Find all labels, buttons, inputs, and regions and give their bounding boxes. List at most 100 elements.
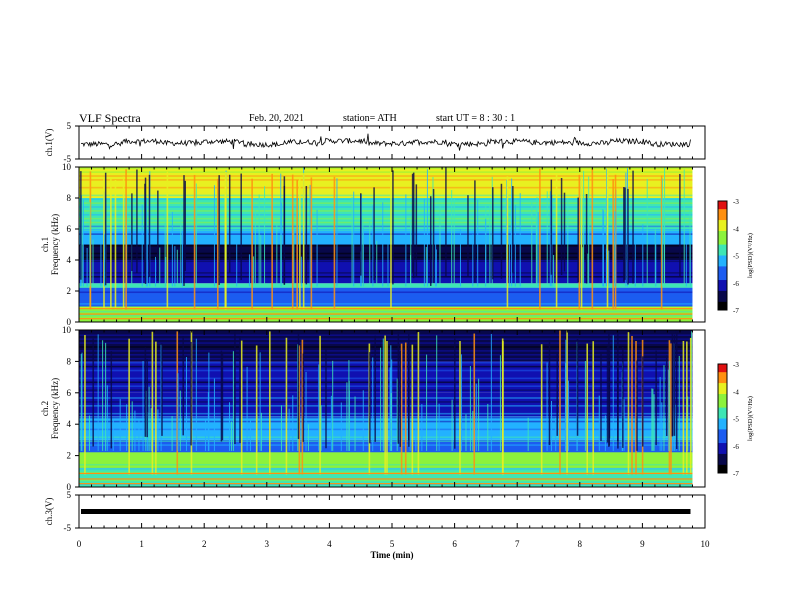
quiet-streak — [627, 188, 629, 285]
sferic-streak — [559, 330, 561, 475]
sferic-streak — [550, 400, 552, 451]
freq-texture-row — [79, 182, 693, 185]
sferic-streak — [236, 242, 238, 287]
sferic-streak — [598, 395, 600, 451]
sferic-streak — [280, 173, 282, 287]
colorbar-swatch — [718, 250, 727, 254]
sferic-streak — [305, 371, 307, 451]
quiet-streak — [641, 356, 644, 447]
colorbar-swatch — [718, 459, 727, 463]
y-tick-label: 4 — [67, 419, 72, 429]
freq-texture-row — [79, 279, 693, 282]
colorbar-swatch — [718, 393, 727, 398]
colorbar-swatch — [718, 225, 727, 229]
sferic-streak — [421, 404, 423, 451]
sferic-streak — [179, 390, 181, 451]
quiet-streak — [500, 183, 503, 279]
sferic-streak — [426, 354, 428, 451]
sferic-streak — [195, 338, 197, 451]
sferic-streak — [438, 403, 440, 451]
sferic-streak — [404, 342, 407, 475]
y-axis-label: ch.2Frequency (kHz) — [40, 378, 60, 439]
sferic-streak — [411, 344, 414, 475]
sferic-streak — [578, 174, 581, 310]
quiet-streak — [576, 339, 579, 436]
y-tick-label: 4 — [67, 255, 72, 265]
sferic-streak — [228, 402, 230, 451]
freq-texture-row — [79, 237, 693, 239]
sferic-streak — [146, 229, 148, 287]
sferic-streak — [207, 392, 209, 451]
sferic-streak — [549, 191, 551, 287]
colorbar-swatch — [718, 241, 727, 246]
sferic-streak — [606, 168, 608, 287]
sferic-streak — [460, 354, 462, 451]
sferic-streak — [251, 178, 253, 310]
colorbar-swatch — [718, 260, 727, 265]
y-tick-label: 5 — [67, 121, 72, 131]
sferic-streak — [499, 355, 501, 451]
y-tick-label: 10 — [62, 162, 72, 172]
freq-texture-row — [79, 194, 693, 197]
colorbar — [717, 363, 728, 474]
colorbar-swatch — [718, 201, 727, 205]
sferic-streak — [346, 382, 348, 451]
quiet-streak — [655, 350, 657, 446]
x-tick-label: 4 — [327, 539, 332, 549]
colorbar-swatch — [718, 366, 727, 370]
sferic-streak — [288, 408, 290, 451]
quiet-streak — [218, 175, 220, 285]
quiet-streak — [454, 338, 456, 449]
freq-texture-row — [79, 310, 693, 313]
sferic-streak — [608, 250, 610, 287]
colorbar-swatch — [718, 470, 727, 474]
quiet-streak — [131, 193, 133, 272]
quiet-streak — [234, 330, 236, 445]
sferic-streak — [417, 332, 420, 475]
colorbar-tick-label: -7 — [733, 307, 739, 315]
quiet-streak — [679, 173, 681, 278]
sferic-streak — [478, 378, 480, 451]
y-tick-label: -5 — [64, 523, 72, 533]
colorbar-swatch — [718, 423, 727, 428]
sferic-streak — [128, 338, 130, 475]
quiet-streak — [360, 193, 362, 276]
narrowband-line — [79, 318, 693, 320]
sferic-streak — [436, 335, 438, 451]
quiet-streak — [157, 190, 159, 282]
sferic-streak — [535, 207, 537, 287]
sferic-streak — [92, 239, 94, 287]
colorbar-swatch — [718, 277, 727, 281]
sferic-streak — [176, 331, 179, 475]
freq-texture-row — [79, 283, 693, 286]
colorbar-swatch — [718, 413, 727, 417]
sferic-streak — [426, 169, 428, 287]
quiet-streak — [673, 334, 676, 436]
colorbar-swatch — [718, 464, 727, 469]
narrowband-line — [79, 472, 693, 475]
sferic-streak — [171, 211, 173, 287]
freq-texture-row — [79, 210, 693, 212]
colorbar-swatch — [718, 432, 727, 436]
colorbar-tick-label: -7 — [733, 470, 739, 478]
quiet-streak — [228, 174, 231, 273]
quiet-streak — [665, 355, 668, 437]
sferic-streak — [382, 202, 384, 287]
sferic-streak — [663, 365, 665, 451]
colorbar-swatch — [718, 290, 727, 295]
sferic-streak — [627, 332, 630, 475]
colorbar-swatch — [718, 399, 727, 403]
sferic-streak — [566, 330, 568, 475]
colorbar-swatch — [718, 429, 727, 433]
quiet-streak — [556, 353, 558, 436]
colorbar-swatch — [718, 456, 727, 460]
x-tick-label: 8 — [578, 539, 583, 549]
quiet-streak — [397, 332, 400, 444]
freq-texture-row — [79, 483, 693, 486]
sferic-streak — [110, 178, 112, 310]
x-axis-label: Time (min) — [370, 550, 413, 560]
sferic-streak — [519, 193, 521, 287]
y-tick-label: 10 — [62, 325, 72, 335]
sferic-streak — [100, 240, 102, 287]
sferic-streak — [502, 341, 504, 475]
